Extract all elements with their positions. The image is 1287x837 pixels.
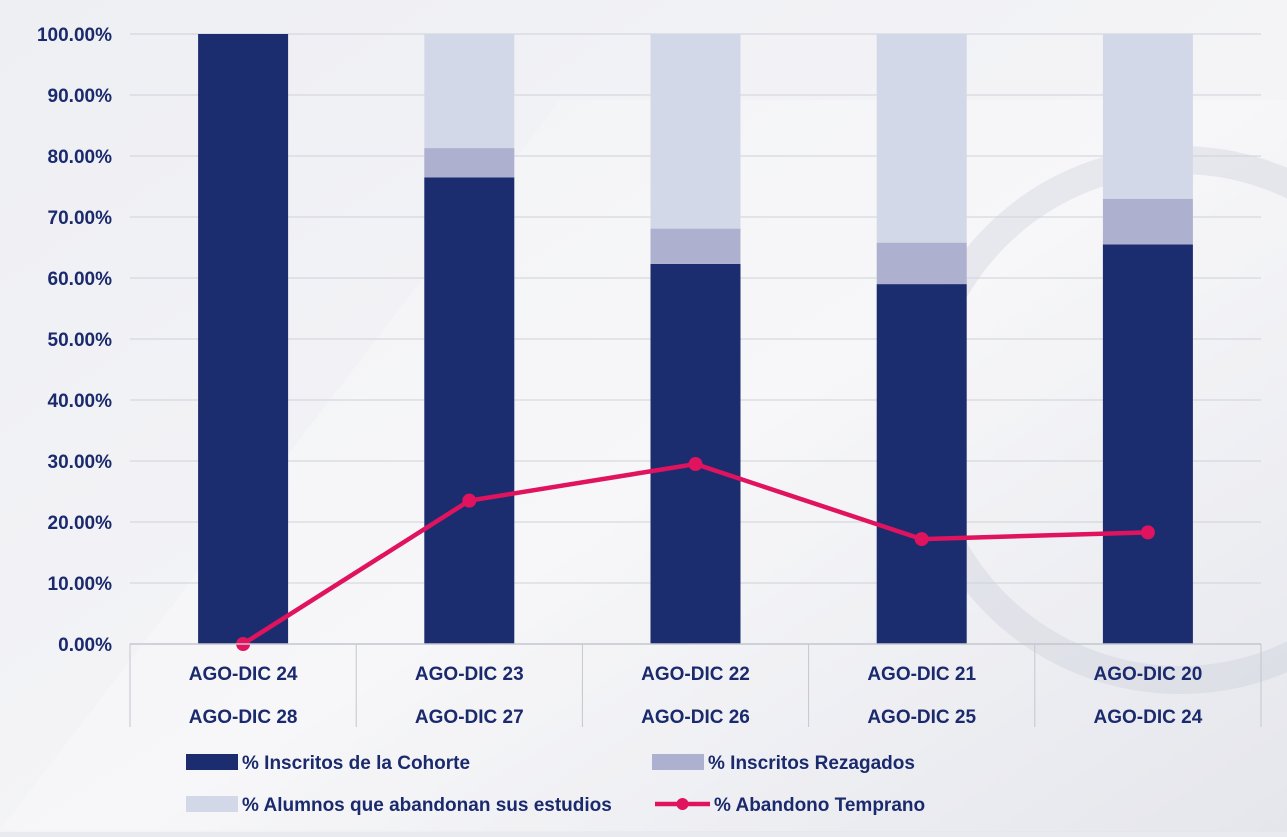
y-tick-label: 70.00% [48,208,113,229]
bar-segment [424,177,515,644]
y-tick-label: 60.00% [48,269,113,290]
x-tick-label: AGO-DIC 21 [867,664,976,685]
bar-segment [876,242,967,285]
legend-swatch [652,754,704,770]
bar-segment [198,34,289,644]
y-tick-label: 10.00% [48,574,113,595]
bar-series [198,34,1193,644]
legend-line-marker [676,798,689,810]
legend: % Inscritos de la Cohorte % Inscritos Rez… [186,753,925,816]
axes: 0.00% 10.00% 20.00% 30.00% 40.00% 50.00% 60.00… [37,25,1262,728]
y-tick-label: 50.00% [48,330,113,351]
legend-label: % Inscritos de la Cohorte [242,753,470,774]
bar-segment [876,34,967,243]
x-tick-label: AGO-DIC 28 [189,707,298,728]
bar-segment [1102,198,1193,245]
x-tick-label: AGO-DIC 22 [641,664,750,685]
legend-swatch [186,754,238,770]
x-tick-label: AGO-DIC 24 [189,664,298,685]
legend-swatch [186,796,238,812]
x-tick-label: AGO-DIC 27 [415,707,524,728]
line-point [1140,525,1155,540]
x-tick-label: AGO-DIC 25 [867,707,976,728]
y-tick-label: 20.00% [48,513,113,534]
y-tick-label: 90.00% [48,86,113,107]
y-tick-label: 0.00% [58,635,112,656]
bar-segment [650,263,741,644]
bar-segment [424,34,515,149]
legend-label: % Abandono Temprano [714,795,925,816]
y-tick-label: 100.00% [37,25,112,46]
legend-label: % Inscritos Rezagados [708,753,915,774]
x-tick-label: AGO-DIC 23 [415,664,524,685]
legend-label: % Alumnos que abandonan sus estudios [242,795,612,816]
line-point [688,457,703,472]
line-point [914,532,929,547]
bar-segment [650,228,741,264]
bar-segment [876,284,967,644]
x-tick-label: AGO-DIC 20 [1094,664,1203,685]
y-tick-label: 40.00% [48,391,113,412]
bar-segment [1102,244,1193,644]
y-tick-label: 80.00% [48,147,113,168]
line-point [462,493,477,508]
x-tick-label: AGO-DIC 24 [1094,707,1203,728]
x-tick-label: AGO-DIC 26 [641,707,750,728]
line-series [236,457,1155,651]
bar-segment [1102,34,1193,199]
bar-segment [424,148,515,178]
bar-segment [650,34,741,229]
y-tick-label: 30.00% [48,452,113,473]
